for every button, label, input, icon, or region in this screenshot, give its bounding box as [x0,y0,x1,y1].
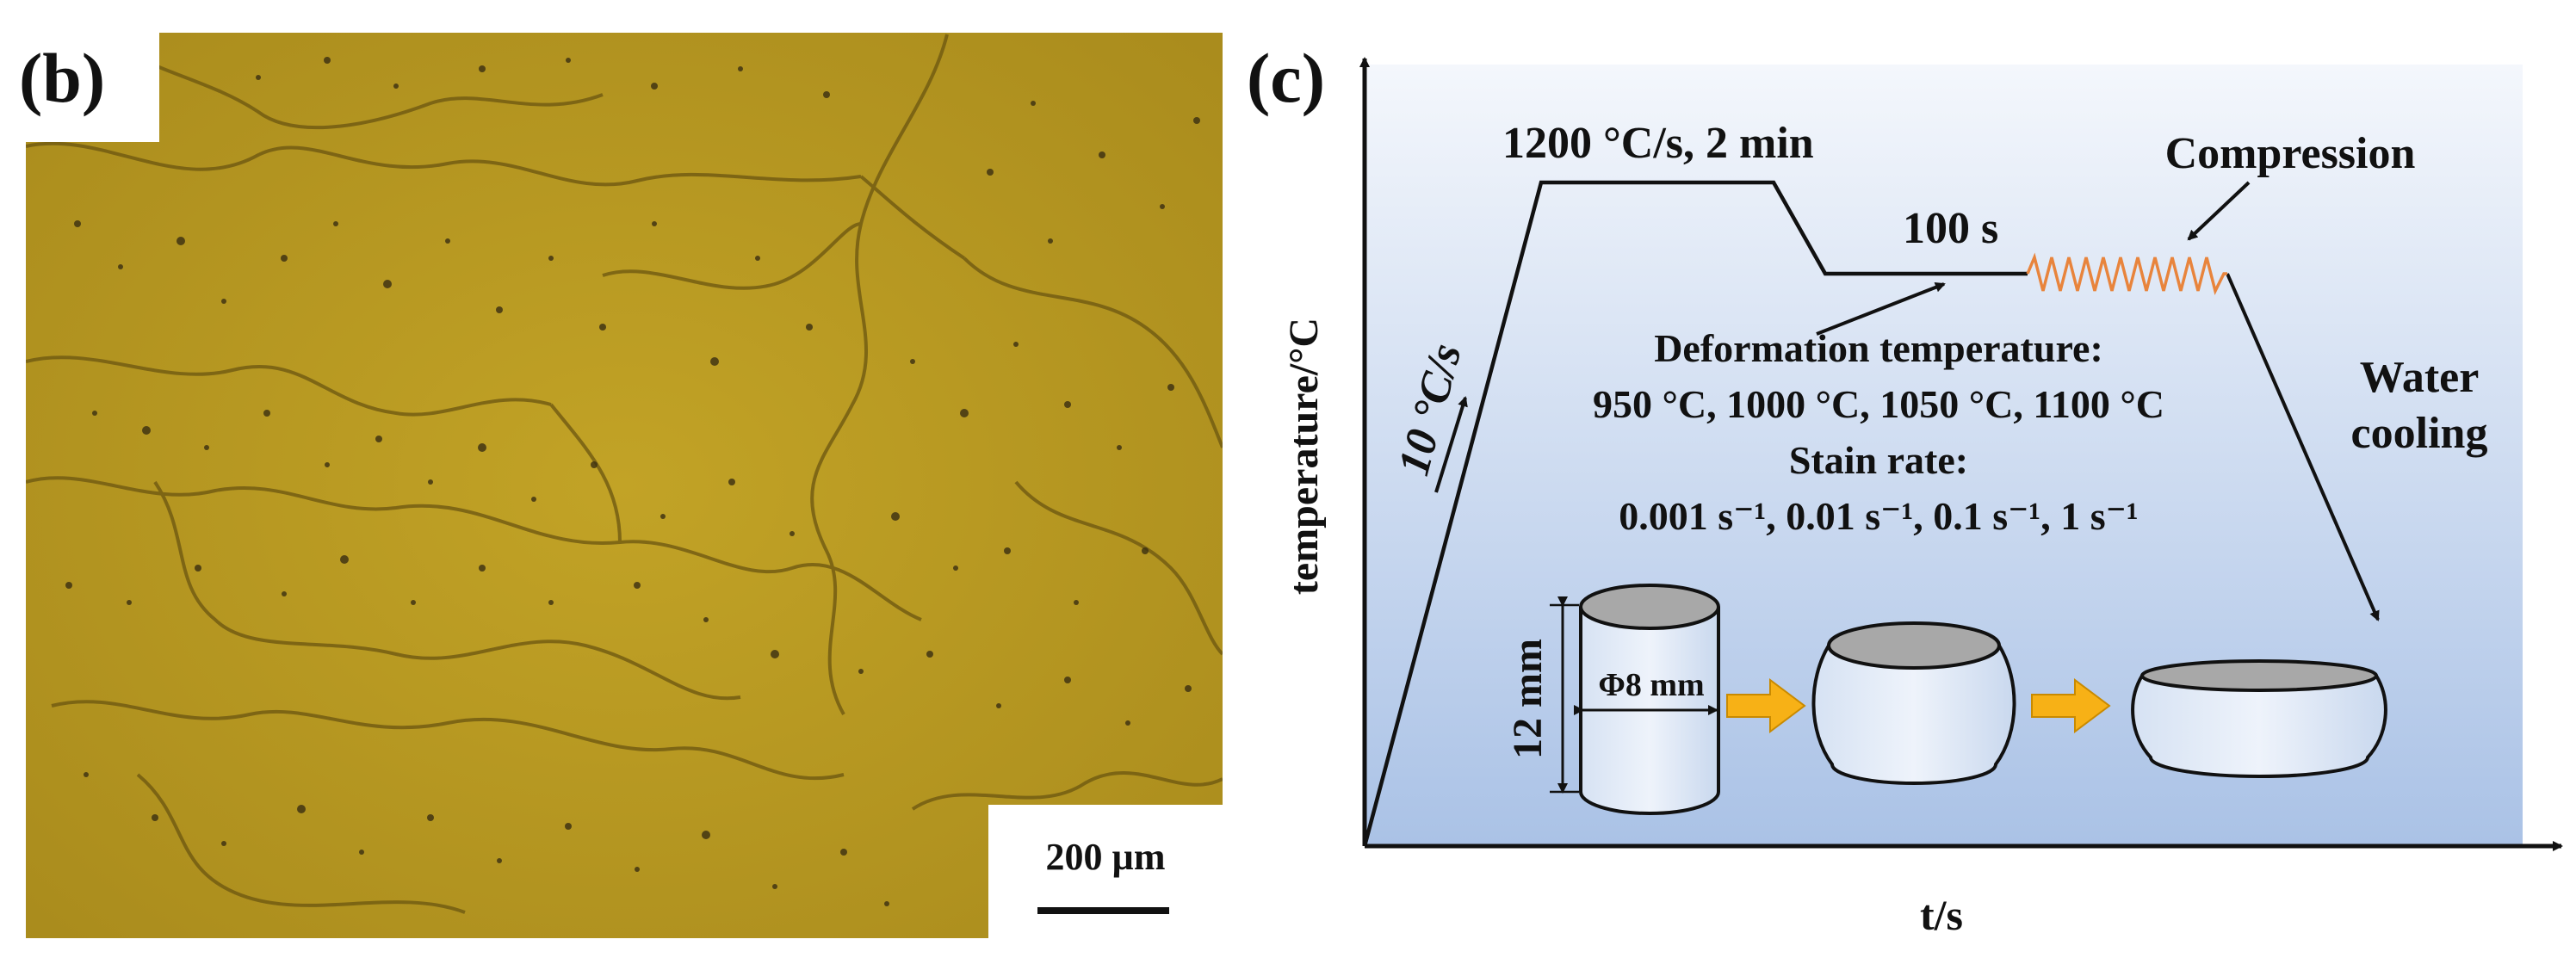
strain-rates: 0.001 s⁻¹, 0.01 s⁻¹, 0.1 s⁻¹, 1 s⁻¹ [1619,494,2138,538]
compression-pointer [2187,181,2251,241]
micrograph-panel: (b) 200 µm [0,0,1223,938]
deformation-pointer [1816,282,1946,336]
water-label: Water [2360,353,2480,402]
deformation-temperature-title: Deformation temperature: [1654,326,2103,370]
process-arrow-1 [1726,678,1806,733]
scale-bar-box [988,805,1223,938]
specimen-original [1550,584,1720,815]
schematic-panel: (c) temperature/°C t/s 10 °C/s 1200 °C/s… [1247,39,2563,939]
panel-b-label-box [0,0,159,142]
y-axis-label: temperature/°C [1281,318,1327,595]
temperature-profile [1362,180,2028,847]
cooling-line [2226,273,2380,621]
x-axis-label: t/s [1920,891,1963,939]
heating-rate-arrow [1434,396,1468,493]
scale-bar-label: 200 µm [1045,836,1165,878]
hold-time-label: 100 s [1903,204,1998,253]
process-arrow-2 [2031,678,2111,733]
specimen-final [2131,659,2387,778]
precipitate-dots [65,57,1200,906]
cooling-label: cooling [2351,409,2488,458]
specimen-deformed [1811,621,2016,785]
grain-boundaries [26,33,1223,914]
specimen-diameter-label: Φ8 mm [1598,667,1704,703]
compression-spring [2026,252,2227,295]
panel-c-label: (c) [1247,39,1325,117]
strain-rate-title: Stain rate: [1789,438,1968,482]
hold-temperature-label: 1200 °C/s, 2 min [1502,119,1814,168]
deformation-temperatures: 950 °C, 1000 °C, 1050 °C, 1100 °C [1593,382,2164,426]
specimen-height-label: 12 mm [1505,639,1551,759]
panel-b-label: (b) [19,39,105,117]
compression-label: Compression [2165,129,2416,178]
